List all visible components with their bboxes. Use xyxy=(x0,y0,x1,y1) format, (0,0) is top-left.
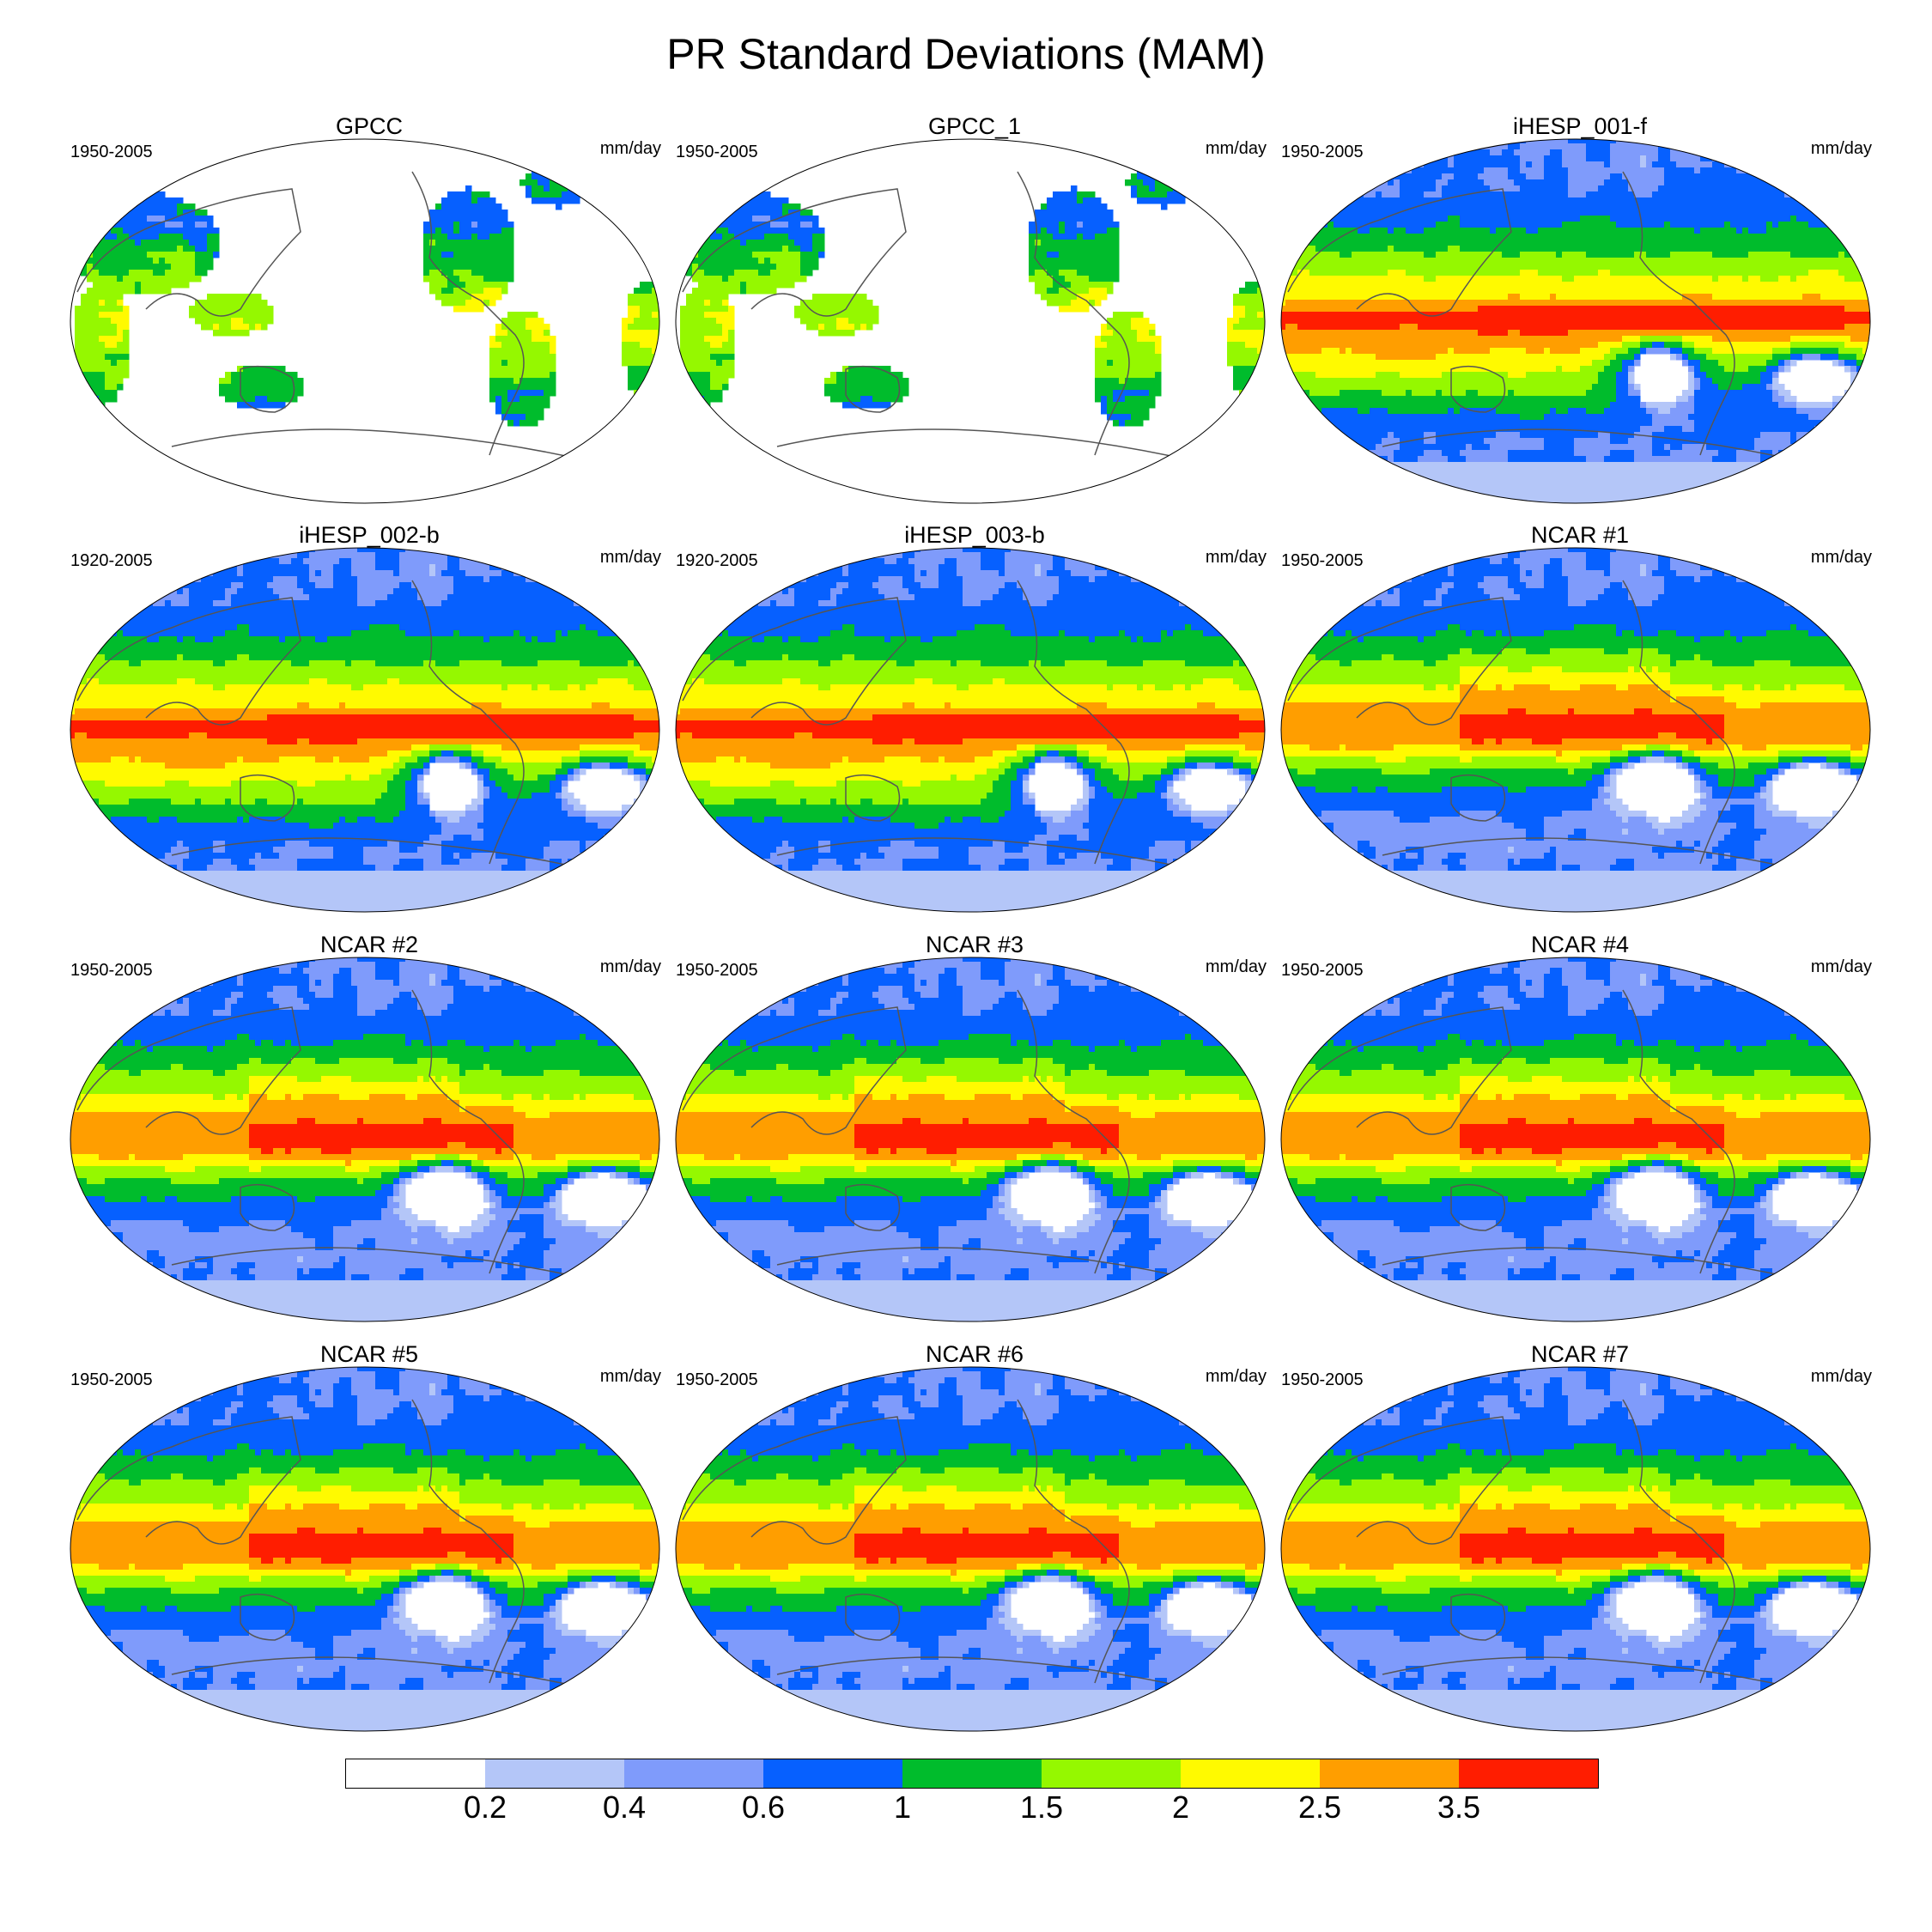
panel-title: GPCC_1 xyxy=(674,113,1275,140)
colorbar-swatch xyxy=(1181,1759,1320,1788)
precip-std-map xyxy=(674,956,1267,1323)
colorbar-swatch xyxy=(1459,1759,1598,1788)
precip-std-map xyxy=(69,1365,661,1733)
panel-title: NCAR #7 xyxy=(1279,1341,1880,1368)
panel-title: NCAR #6 xyxy=(674,1341,1275,1368)
map-panel: iHESP_001-f 1950-2005 mm/day xyxy=(1279,113,1880,517)
map-panel: iHESP_002-b 1920-2005 mm/day xyxy=(69,522,670,926)
map-panel: NCAR #3 1950-2005 mm/day xyxy=(674,932,1275,1335)
panel-title: GPCC xyxy=(69,113,670,140)
map-panel: GPCC_1 1950-2005 mm/day xyxy=(674,113,1275,517)
map-panel: NCAR #1 1950-2005 mm/day xyxy=(1279,522,1880,926)
map-panel: NCAR #4 1950-2005 mm/day xyxy=(1279,932,1880,1335)
precip-std-map xyxy=(69,137,661,505)
colorbar-swatch xyxy=(1042,1759,1181,1788)
precip-std-map xyxy=(1279,1365,1872,1733)
colorbar-tick-label: 1 xyxy=(894,1789,911,1826)
colorbar-swatch xyxy=(346,1759,485,1788)
map-panel: NCAR #6 1950-2005 mm/day xyxy=(674,1341,1275,1745)
colorbar-tick-label: 0.4 xyxy=(603,1789,646,1826)
colorbar xyxy=(345,1759,1599,1789)
colorbar-tick-label: 1.5 xyxy=(1020,1789,1063,1826)
panel-title: NCAR #1 xyxy=(1279,522,1880,549)
precip-std-map xyxy=(69,956,661,1323)
panel-title: iHESP_002-b xyxy=(69,522,670,549)
colorbar-swatch xyxy=(1320,1759,1459,1788)
map-panel: GPCC 1950-2005 mm/day xyxy=(69,113,670,517)
panel-title: NCAR #5 xyxy=(69,1341,670,1368)
precip-std-map xyxy=(1279,956,1872,1323)
colorbar-tick-label: 2.5 xyxy=(1298,1789,1341,1826)
panel-title: iHESP_003-b xyxy=(674,522,1275,549)
panel-title: NCAR #3 xyxy=(674,932,1275,958)
colorbar-swatch xyxy=(485,1759,624,1788)
map-panel: NCAR #7 1950-2005 mm/day xyxy=(1279,1341,1880,1745)
panel-title: NCAR #2 xyxy=(69,932,670,958)
precip-std-map xyxy=(674,1365,1267,1733)
panel-title: iHESP_001-f xyxy=(1279,113,1880,140)
panel-title: NCAR #4 xyxy=(1279,932,1880,958)
precip-std-map xyxy=(1279,137,1872,505)
precip-std-map xyxy=(674,546,1267,914)
precip-std-map xyxy=(69,546,661,914)
colorbar-swatch xyxy=(624,1759,763,1788)
figure-title: PR Standard Deviations (MAM) xyxy=(0,29,1932,79)
map-panel: iHESP_003-b 1920-2005 mm/day xyxy=(674,522,1275,926)
colorbar-tick-label: 0.6 xyxy=(742,1789,785,1826)
precip-std-map xyxy=(674,137,1267,505)
precip-std-map xyxy=(1279,546,1872,914)
map-panel: NCAR #5 1950-2005 mm/day xyxy=(69,1341,670,1745)
colorbar-tick-label: 3.5 xyxy=(1437,1789,1480,1826)
colorbar-tick-label: 0.2 xyxy=(464,1789,507,1826)
map-panel: NCAR #2 1950-2005 mm/day xyxy=(69,932,670,1335)
colorbar-tick-label: 2 xyxy=(1172,1789,1189,1826)
colorbar-swatch xyxy=(902,1759,1042,1788)
colorbar-swatch xyxy=(763,1759,902,1788)
